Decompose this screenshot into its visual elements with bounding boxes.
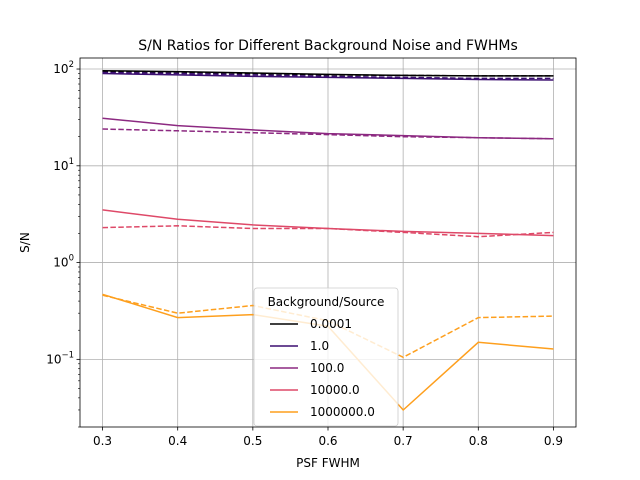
legend-entry: 10000.0 [310, 383, 360, 397]
y-tick-label: 10−1 [46, 350, 74, 366]
grid-lines [80, 58, 576, 427]
x-tick-label: 0.8 [469, 434, 488, 448]
axes: 0.3 0.4 0.5 0.6 0.7 0.8 0.9 10−1 100 101 102 [46, 60, 563, 448]
x-tick-label: 0.3 [93, 434, 112, 448]
series-line-solid [102, 117, 554, 140]
series-line-solid [102, 209, 554, 237]
y-tick-label: 101 [53, 157, 74, 173]
x-tick-label: 0.6 [318, 434, 337, 448]
y-tick-label: 100 [53, 254, 74, 270]
series-line-solid [102, 72, 554, 81]
x-tick-label: 0.4 [168, 434, 187, 448]
legend-entry: 1.0 [310, 339, 329, 353]
legend-entry: 100.0 [310, 361, 344, 375]
legend-title: Background/Source [268, 295, 385, 309]
legend: Background/Source 0.0001 1.0 100.0 10000.0 10… [253, 287, 399, 427]
legend-entry: 0.0001 [310, 317, 352, 331]
y-axis-label: S/N [18, 232, 32, 253]
chart-title: S/N Ratios for Different Background Nois… [138, 38, 518, 54]
x-tick-label: 0.7 [394, 434, 413, 448]
y-tick-label: 102 [53, 60, 74, 76]
series-line-solid [102, 69, 554, 77]
series-line-dashed [102, 71, 554, 80]
legend-box [253, 287, 399, 427]
x-tick-label: 0.5 [243, 434, 262, 448]
x-axis-label: PSF FWHM [296, 456, 360, 470]
x-tick-label: 0.9 [544, 434, 563, 448]
legend-entry: 1000000.0 [310, 405, 375, 419]
